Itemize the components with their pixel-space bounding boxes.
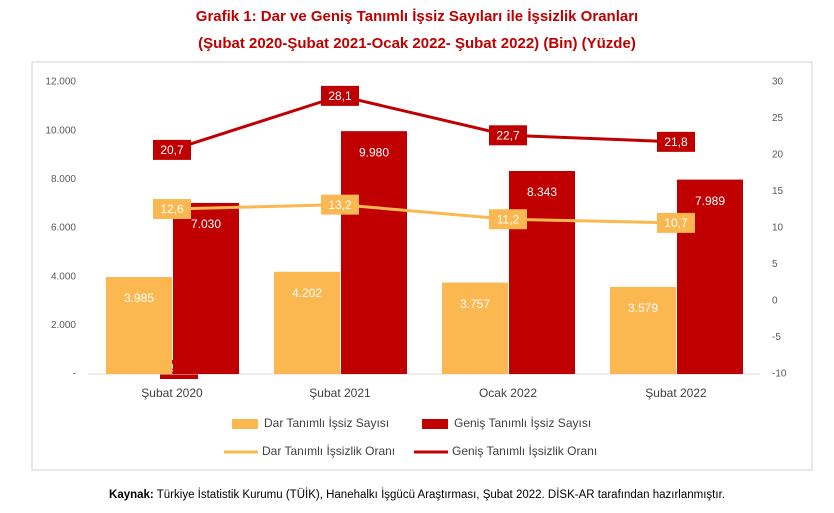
x-tick-label: Ocak 2022 <box>479 386 537 400</box>
y2-tick-label: 10 <box>772 223 784 234</box>
bar-value-label: 3.985 <box>124 291 154 305</box>
bar <box>442 282 508 374</box>
line-value-label: 22,7 <box>496 128 520 142</box>
y-tick-label: 12.000 <box>45 77 76 88</box>
x-tick-label: Şubat 2021 <box>309 386 371 400</box>
line-label-box <box>489 209 527 230</box>
chart-subtitle: (Şubat 2020-Şubat 2021-Ocak 2022- Şubat … <box>198 35 636 52</box>
line-label-box <box>321 85 359 106</box>
y2-tick-label: 15 <box>772 186 784 197</box>
source-label: Kaynak: <box>109 489 154 501</box>
bar <box>106 277 172 374</box>
line <box>171 94 677 152</box>
line-label-box <box>657 212 695 233</box>
y-tick-label: 8.000 <box>51 174 76 185</box>
bar <box>274 271 340 374</box>
line-label-box <box>153 139 191 160</box>
line <box>171 203 677 225</box>
legend-label: Dar Tanımlı İşsiz Sayısı <box>264 416 389 430</box>
line-label-box <box>321 194 359 215</box>
legend-label: Dar Tanımlı İşsizlik Oranı <box>262 444 395 458</box>
line-value-label: 10,7 <box>664 216 688 230</box>
line-value-label: 28,1 <box>328 89 352 103</box>
y-tick-label: 6.000 <box>51 223 76 234</box>
y2-tick-label: -10 <box>772 369 787 380</box>
y2-tick-label: -5 <box>772 332 781 343</box>
line-label-box <box>489 125 527 146</box>
y2-tick-label: 25 <box>772 113 784 124</box>
line-value-label: 12,6 <box>160 202 184 216</box>
line-value-label: 13,2 <box>328 198 352 212</box>
y-tick-label: 2.000 <box>51 320 76 331</box>
y2-tick-label: 30 <box>772 77 784 88</box>
bar <box>677 179 743 374</box>
y2-tick-label: 0 <box>772 296 778 307</box>
bar-value-label: 7.989 <box>695 194 725 208</box>
bar-value-label: 7.030 <box>191 217 221 231</box>
source-note: Kaynak: Türkiye İstatistik Kurumu (TÜİK)… <box>109 488 725 501</box>
legend: Dar Tanımlı İşsiz Sayısı Geniş Tanımlı İş… <box>224 416 597 458</box>
bars: 3.985 4.202 3.757 3.579 7.030 9.980 8.343 7.989 <box>106 131 743 374</box>
legend-swatch <box>232 419 258 429</box>
source-text: Türkiye İstatistik Kurumu (TÜİK), Haneha… <box>157 488 725 501</box>
y2-tick-label: 20 <box>772 150 784 161</box>
line-value-label: 20,7 <box>160 143 184 157</box>
legend-swatch <box>422 419 448 429</box>
line-label-box <box>657 131 695 152</box>
line-value-label: 21,8 <box>664 135 688 149</box>
line-value-label: 11,2 <box>497 212 520 226</box>
legend-label: Geniş Tanımlı İşsizlik Oranı <box>452 444 597 458</box>
bar-value-label: 3.579 <box>628 301 658 315</box>
line-label-box <box>153 199 191 220</box>
y-tick-label: 10.000 <box>45 125 76 136</box>
bar <box>173 202 239 374</box>
axes: - 2.000 4.000 6.000 8.000 10.000 12.000 -10 -5 0 5… <box>45 77 786 401</box>
chart-frame <box>31 61 813 471</box>
bar-value-label: 9.980 <box>359 145 389 159</box>
chart-title: Grafik 1: Dar ve Geniş Tanımlı İşsiz Say… <box>196 8 638 25</box>
y-tick-label: 4.000 <box>51 271 76 282</box>
bar <box>610 286 676 374</box>
bar <box>509 170 575 374</box>
x-tick-label: Şubat 2022 <box>645 386 707 400</box>
legend-label: Geniş Tanımlı İşsiz Sayısı <box>454 416 591 430</box>
y2-tick-label: 5 <box>772 259 778 270</box>
bar <box>341 131 407 374</box>
y-tick-label: - <box>73 369 76 380</box>
bar-value-label: 8.343 <box>527 185 557 199</box>
x-tick-label: Şubat 2020 <box>141 386 203 400</box>
bar-value-label: 3.757 <box>460 297 490 311</box>
bar-value-label: 4.202 <box>292 286 322 300</box>
lines: 12,6 13,2 11,2 10,7 20,7 28,1 22,7 21,8 <box>153 85 695 233</box>
